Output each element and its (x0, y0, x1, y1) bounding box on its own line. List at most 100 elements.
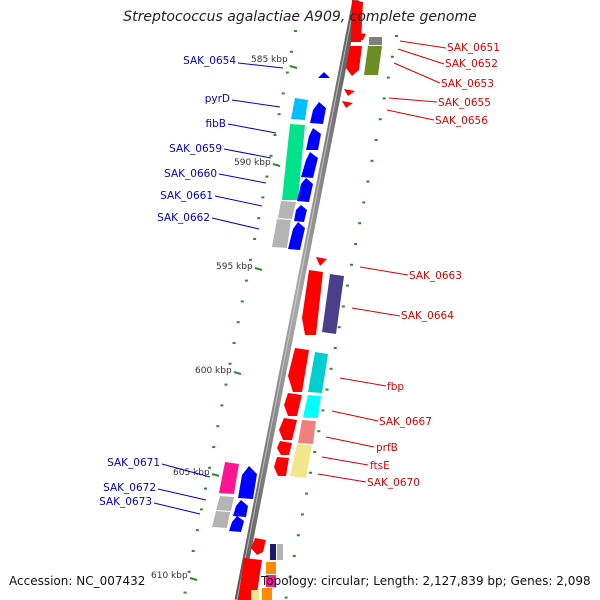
label-SAK_0667[interactable]: SAK_0667 (379, 416, 432, 428)
inner-ring-dot (204, 487, 207, 490)
label-SAK_0651[interactable]: SAK_0651 (447, 42, 500, 54)
kbp-tick-600: 600 kbp (195, 366, 242, 376)
gene-ftsE[interactable] (277, 441, 292, 455)
inner-ring-dot (208, 466, 212, 469)
inner-ring-dot (216, 425, 220, 428)
kbp-tick-595: 595 kbp (216, 262, 263, 272)
inner-ring-dot (244, 279, 248, 282)
outer-ring-dot (354, 243, 358, 245)
gene-fibB[interactable] (282, 124, 321, 200)
outer-ring-dot (358, 222, 362, 225)
inner-ring-dot (240, 300, 244, 303)
label-SAK_0659[interactable]: SAK_0659 (169, 143, 222, 155)
kbp-label: 600 kbp (195, 366, 232, 376)
kbp-label: 590 kbp (234, 158, 271, 168)
inner-ring-dot (273, 134, 277, 136)
gene-SAK_0656[interactable] (342, 101, 353, 108)
gene-SAK_0662[interactable] (272, 219, 305, 250)
label-SAK_0663[interactable]: SAK_0663 (409, 270, 462, 282)
label-SAK_0664[interactable]: SAK_0664 (401, 310, 454, 322)
gene-SAK_0653[interactable] (364, 46, 382, 75)
gene-SAK_0663[interactable] (316, 257, 327, 266)
inner-ring-dot (294, 30, 297, 32)
label-SAK_0655[interactable]: SAK_0655 (438, 97, 491, 109)
outer-ring-dot (292, 555, 296, 557)
outer-ring-dot (296, 534, 300, 537)
gene-pyrD[interactable] (291, 98, 326, 124)
gene-prfB[interactable] (279, 418, 316, 444)
outer-ring-dot (284, 596, 288, 599)
label-SAK_0672[interactable]: SAK_0672 (103, 482, 156, 494)
gene-fbp[interactable] (288, 348, 328, 393)
outer-ring-dot (370, 159, 374, 162)
minus-label-connectors (317, 40, 447, 483)
inner-ring-dot (220, 404, 224, 407)
outer-ring-dot (382, 97, 386, 100)
gene-SAK_0667[interactable] (284, 393, 321, 418)
inner-ring-dot (285, 71, 289, 74)
inner-ring-dot (232, 342, 236, 344)
kbp-label: 595 kbp (216, 262, 253, 272)
label-SAK_0653[interactable]: SAK_0653 (441, 78, 494, 90)
gene-SAK_0659[interactable] (301, 152, 318, 178)
label-prfB[interactable]: prfB (376, 442, 398, 454)
outer-ring-dot (386, 76, 390, 79)
map-title: Streptococcus agalactiae A909, complete … (123, 9, 477, 25)
topology-text: Topology: circular; Length: 2,127,839 bp… (261, 574, 591, 588)
label-SAK_0662[interactable]: SAK_0662 (157, 212, 210, 224)
outer-ring-dot (333, 347, 337, 349)
inner-ring-dot (269, 154, 273, 157)
outer-ring-dot (288, 575, 292, 578)
inner-ring-dot (277, 113, 281, 116)
gene-SAK_0671[interactable] (219, 462, 257, 499)
gene-SAK_0655[interactable] (344, 89, 355, 96)
outer-ring-dot (321, 409, 325, 412)
plus-label-connectors (153, 62, 284, 515)
gene-SAK_0660[interactable] (297, 178, 313, 202)
gene-SAK_0661[interactable] (278, 201, 307, 222)
label-SAK_0661[interactable]: SAK_0661 (160, 190, 213, 202)
label-SAK_0660[interactable]: SAK_0660 (164, 168, 217, 180)
gene-SAK_0664[interactable] (302, 270, 344, 335)
label-ftsE[interactable]: ftsE (370, 460, 390, 472)
label-fibB[interactable]: fibB (206, 118, 226, 130)
gene-SAK_0654[interactable] (318, 72, 330, 78)
tick-ring-dots (183, 30, 398, 599)
label-pyrD[interactable]: pyrD (205, 93, 230, 105)
kbp-tick-610: 610 kbp (151, 571, 198, 581)
label-SAK_0656[interactable]: SAK_0656 (435, 115, 488, 127)
gene-SAK_0651[interactable] (351, 0, 382, 45)
kbp-label: 610 kbp (151, 571, 188, 581)
label-SAK_0652[interactable]: SAK_0652 (445, 58, 498, 70)
outer-ring-dot (309, 471, 313, 474)
gene-SAK_0670[interactable] (274, 444, 312, 478)
inner-ring-dot (289, 50, 293, 53)
kbp-tick-605: 605 kbp (173, 468, 220, 478)
gene-cluster-bottom-minus[interactable] (238, 538, 283, 600)
outer-ring-dot (350, 263, 353, 266)
label-fbp[interactable]: fbp (387, 381, 404, 393)
outer-ring-dot (378, 118, 382, 121)
kbp-tick-585: 585 kbp (251, 55, 298, 69)
inner-ring-dot (281, 92, 285, 95)
inner-ring-dot (265, 175, 269, 178)
label-SAK_0670[interactable]: SAK_0670 (367, 477, 420, 489)
label-SAK_0654[interactable]: SAK_0654 (183, 55, 236, 67)
gene-SAK_0673[interactable] (212, 511, 244, 532)
outer-ring-dot (345, 284, 349, 287)
gene-SAK_0652[interactable] (346, 32, 366, 76)
label-SAK_0671[interactable]: SAK_0671 (107, 457, 160, 469)
outer-ring-dot (313, 451, 317, 453)
accession-text: Accession: NC_007432 (9, 574, 146, 588)
inner-ring-dot (249, 258, 252, 261)
outer-ring-dot (341, 305, 345, 308)
minus-strand-labels: SAK_0651 SAK_0652 SAK_0653 SAK_0655 SAK_… (367, 42, 500, 489)
outer-ring-dot (395, 35, 398, 37)
inner-ring-dot (253, 238, 257, 240)
kbp-label: 585 kbp (251, 55, 288, 65)
label-SAK_0673[interactable]: SAK_0673 (99, 496, 152, 508)
plus-strand-labels: SAK_0654 pyrD fibB SAK_0659 SAK_0660 SAK… (99, 55, 236, 508)
gene-SAK_0672[interactable] (216, 496, 248, 517)
